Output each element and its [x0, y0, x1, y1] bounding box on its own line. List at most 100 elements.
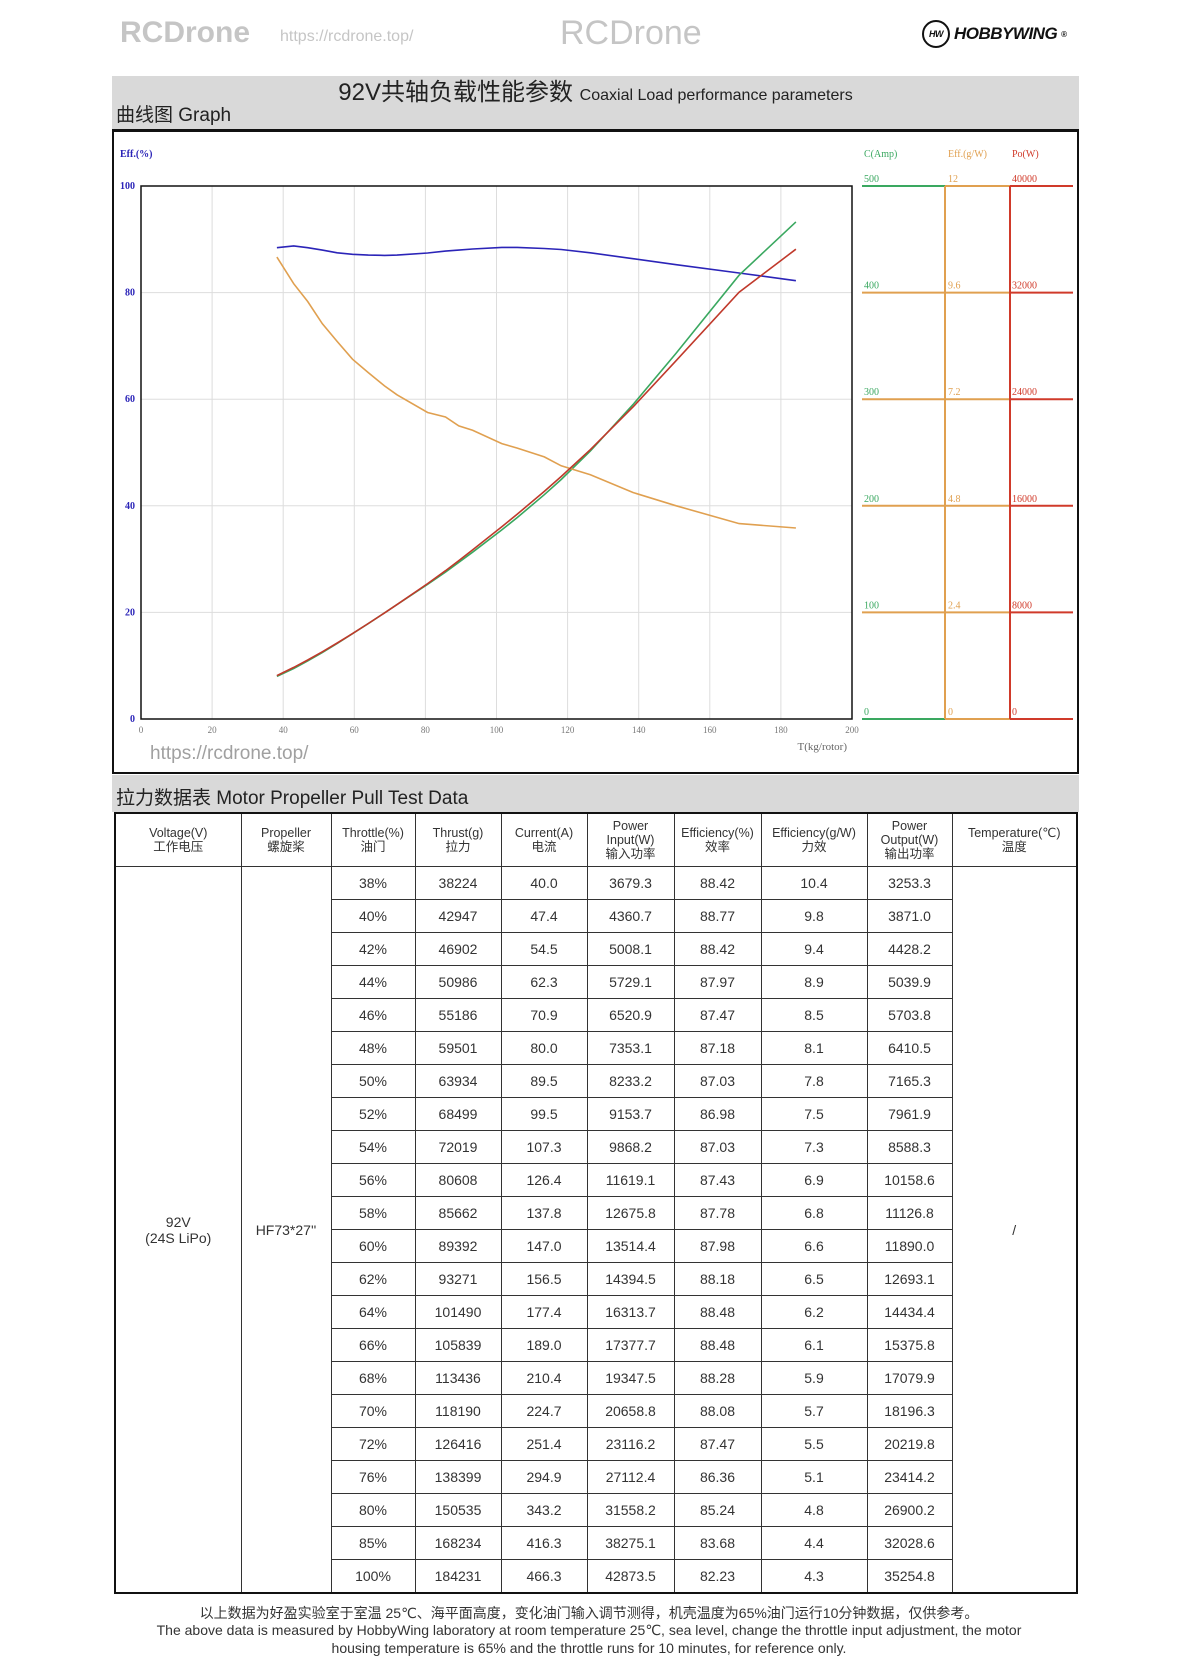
x-tick-label: 100	[490, 725, 504, 735]
table-cell: 87.43	[673, 1163, 762, 1197]
x-tick-label: 140	[632, 725, 646, 735]
right-axis-tick-label: 32000	[1012, 281, 1037, 292]
table-cell: 44%	[330, 965, 416, 999]
right-axis-tick-label: 8000	[1012, 600, 1032, 611]
table-cell: 8.9	[760, 965, 868, 999]
x-tick-label: 0	[139, 725, 144, 735]
column-header-text: 电流	[531, 840, 557, 854]
right-axis-title: Eff.(g/W)	[948, 149, 987, 160]
table-cell: 126416	[414, 1427, 502, 1461]
table-cell: 9.4	[760, 932, 868, 966]
column-header-text: Power Input(W)	[606, 819, 655, 847]
table-cell: 13514.4	[586, 1229, 675, 1263]
column-header-text: Current(A)	[514, 826, 574, 840]
table-cell: 82.23	[673, 1559, 762, 1594]
logo-mark-icon: HW	[922, 20, 950, 48]
x-axis-title: T(kg/rotor)	[798, 741, 848, 753]
table-row: 62% 93271 156.5 14394.5 88.18 6.5 12693.1	[115, 1262, 1077, 1296]
table-cell: 168234	[414, 1526, 502, 1560]
table-cell: 58%	[330, 1196, 416, 1230]
table-cell: 50986	[414, 965, 502, 999]
column-header-text: Efficiency(%)	[681, 826, 754, 840]
table-cell: 50%	[330, 1064, 416, 1098]
table-cell: 68%	[330, 1361, 416, 1395]
column-header-text: 输入功率	[605, 847, 656, 861]
table-cell: 6.5	[760, 1262, 868, 1296]
table-row: 56% 80608 126.4 11619.1 87.43 6.9 10158.6	[115, 1163, 1077, 1197]
table-cell: 38275.1	[586, 1526, 675, 1560]
footer-note-en-1: The above data is measured by HobbyWing …	[156, 1622, 1022, 1638]
table-cell: 42873.5	[586, 1559, 675, 1594]
table-cell: 99.5	[500, 1097, 588, 1131]
x-tick-label: 160	[703, 725, 717, 735]
table-cell: 89392	[414, 1229, 502, 1263]
table-cell: 42%	[330, 932, 416, 966]
table-row: 92V (24S LiPo) HF73*27'' 38% 38224 40.0 3679.3…	[114, 866, 1078, 1594]
column-header-text: Propeller	[260, 826, 312, 840]
table-cell: 64%	[330, 1295, 416, 1329]
table-cell: 126.4	[500, 1163, 588, 1197]
table-cell: 224.7	[500, 1394, 588, 1428]
footer-note-en-2: housing temperature is 65% and the throt…	[331, 1640, 847, 1656]
table-cell: 72019	[414, 1130, 502, 1164]
column-header: Thrust(g) 拉力	[414, 812, 502, 867]
table-row: 68% 113436 210.4 19347.5 88.28 5.9 17079.9	[115, 1361, 1077, 1395]
temperature-cell: /	[951, 866, 1078, 1594]
efficiency-pct-line	[276, 245, 797, 282]
table-cell: 12693.1	[866, 1262, 953, 1296]
pull-test-table: Voltage(V) 工作电压 Propeller 螺旋桨 Throttle(%) 油门 T…	[114, 812, 1078, 1594]
column-header: Power Output(W) 输出功率	[866, 812, 953, 867]
table-cell: 16313.7	[586, 1295, 675, 1329]
table-cell: 18196.3	[866, 1394, 953, 1428]
right-axis-tick-label: 0	[864, 707, 869, 718]
table-cell: 60%	[330, 1229, 416, 1263]
column-header: Efficiency(g/W) 力效	[760, 812, 868, 867]
table-cell: 8233.2	[586, 1064, 675, 1098]
table-cell: 107.3	[500, 1130, 588, 1164]
right-axis-tick-label: 0	[1012, 707, 1017, 718]
table-cell: 294.9	[500, 1460, 588, 1494]
column-header-text: Temperature(℃)	[967, 826, 1061, 840]
table-cell: 38224	[414, 866, 502, 900]
column-header-text: Thrust(g)	[432, 826, 484, 840]
column-header-text: 油门	[360, 840, 386, 854]
table-cell: 7.3	[760, 1130, 868, 1164]
column-header: Throttle(%) 油门	[330, 812, 416, 867]
x-tick-label: 20	[208, 725, 218, 735]
table-cell: 11126.8	[866, 1196, 953, 1230]
table-cell: 55186	[414, 998, 502, 1032]
column-header-text: Efficiency(g/W)	[772, 826, 856, 840]
table-cell: 88.08	[673, 1394, 762, 1428]
table-cell: 11619.1	[586, 1163, 675, 1197]
table-cell: 138399	[414, 1460, 502, 1494]
table-cell: 59501	[414, 1031, 502, 1065]
table-cell: 184231	[414, 1559, 502, 1594]
table-cell: 83.68	[673, 1526, 762, 1560]
table-cell: 8.1	[760, 1031, 868, 1065]
x-tick-label: 40	[279, 725, 289, 735]
table-cell: 52%	[330, 1097, 416, 1131]
table-cell: 27112.4	[586, 1460, 675, 1494]
table-cell: 466.3	[500, 1559, 588, 1594]
table-cell: 113436	[414, 1361, 502, 1395]
x-tick-label: 60	[350, 725, 360, 735]
right-axis-title: C(Amp)	[864, 149, 897, 160]
column-header: Efficiency(%) 效率	[673, 812, 762, 867]
table-row: 66% 105839 189.0 17377.7 88.48 6.1 15375.8	[115, 1328, 1077, 1362]
right-axis-title: Po(W)	[1012, 149, 1039, 160]
y-tick-label: 40	[125, 501, 135, 512]
table-cell: 4.4	[760, 1526, 868, 1560]
table-cell: 9153.7	[586, 1097, 675, 1131]
table-header-row: Voltage(V) 工作电压 Propeller 螺旋桨 Throttle(%) 油门 T…	[114, 812, 1078, 867]
column-header: Power Input(W) 输入功率	[586, 812, 675, 867]
right-axis-tick-label: 40000	[1012, 174, 1037, 185]
table-cell: 80.0	[500, 1031, 588, 1065]
table-cell: 4428.2	[866, 932, 953, 966]
table-cell: 343.2	[500, 1493, 588, 1527]
x-tick-label: 120	[561, 725, 575, 735]
table-cell: 14394.5	[586, 1262, 675, 1296]
table-cell: 4.8	[760, 1493, 868, 1527]
table-cell: 88.18	[673, 1262, 762, 1296]
table-cell: 88.48	[673, 1295, 762, 1329]
